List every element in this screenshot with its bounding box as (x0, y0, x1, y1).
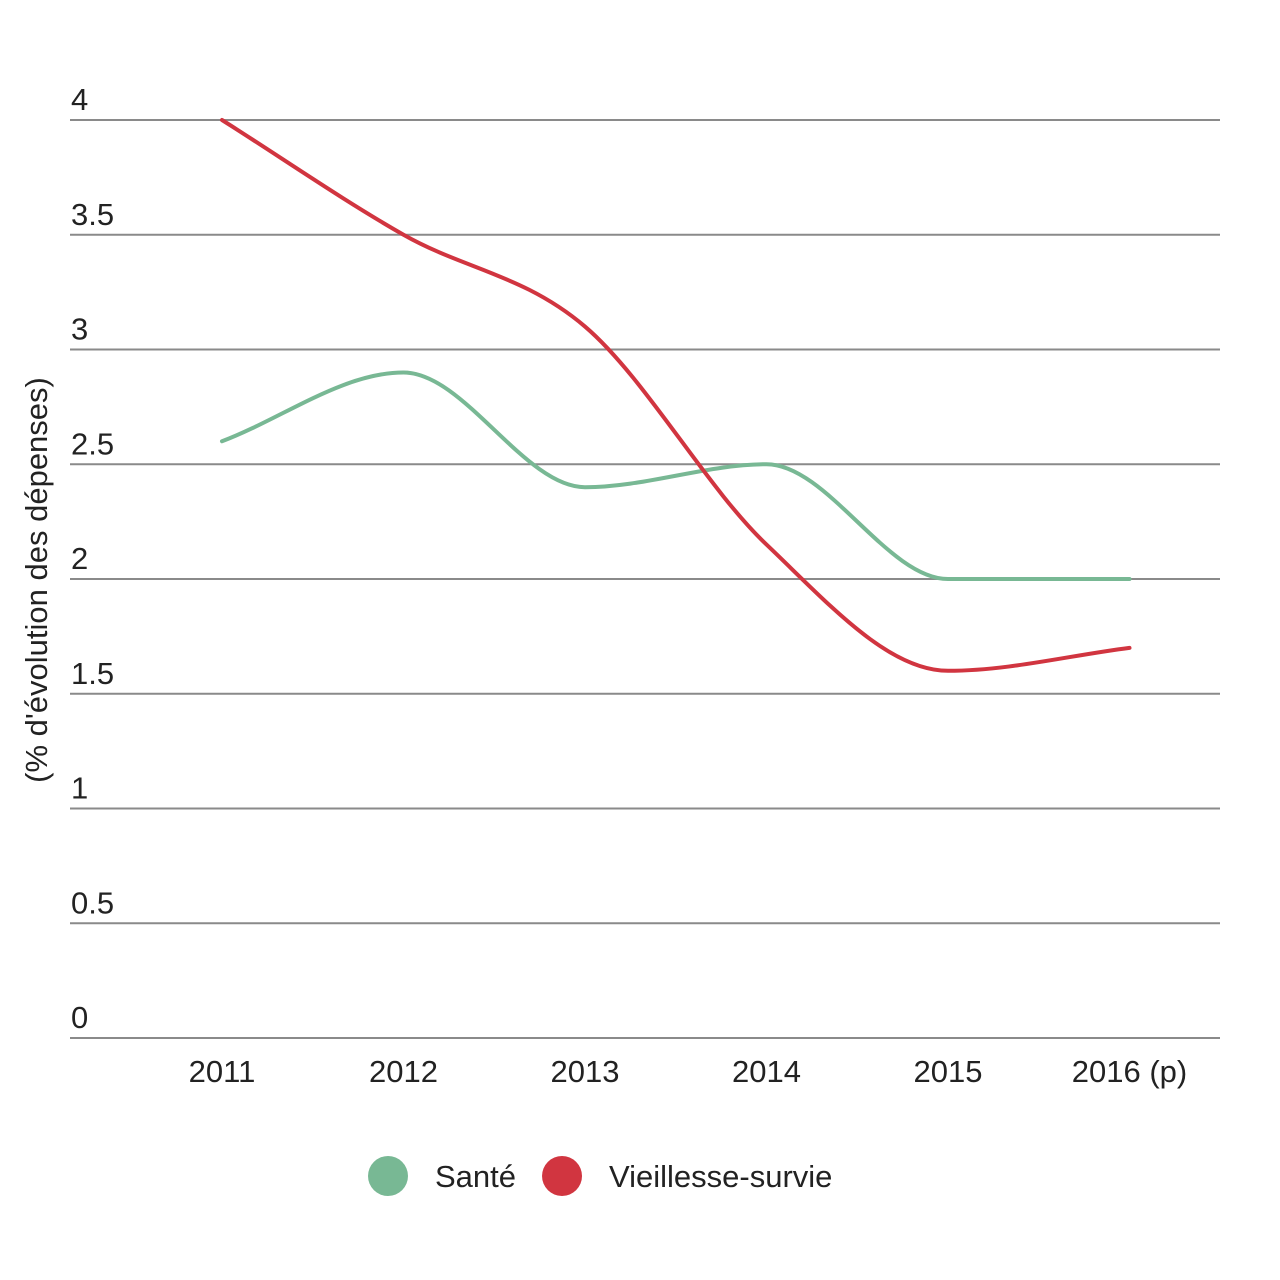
series-line-sant- (220, 370, 1132, 581)
y-tick-label: 4 (71, 82, 88, 117)
y-tick-label: 1 (71, 771, 88, 806)
y-tick-label: 2 (71, 541, 88, 576)
y-tick-label: 1.5 (71, 656, 114, 691)
legend-swatch-sant- (368, 1156, 408, 1196)
y-tick-label: 3.5 (71, 197, 114, 232)
y-tick-label: 3 (71, 312, 88, 347)
y-tick-labels: 0 0.5 1 1.5 2 2.5 3 3.5 4 (71, 82, 114, 1035)
legend-label-vieillesse-survie: Vieillesse-survie (609, 1159, 832, 1194)
x-tick-label: 2013 (551, 1054, 620, 1089)
x-tick-label: 2012 (369, 1054, 438, 1089)
legend: Santé Vieillesse-survie (368, 1156, 832, 1196)
grid-layer (70, 119, 1220, 1039)
x-tick-label: 2016 (p) (1072, 1054, 1187, 1089)
x-tick-label: 2011 (189, 1054, 256, 1089)
y-tick-label: 0 (71, 1000, 88, 1035)
legend-swatch-vieillesse-survie (542, 1156, 583, 1196)
series-layer (220, 118, 1132, 673)
series-line-vieillesse-survie (220, 118, 1132, 673)
x-tick-labels: 2011 2012 2013 2014 2015 2016 (p) (189, 1054, 1188, 1089)
x-tick-label: 2014 (732, 1054, 801, 1089)
y-tick-label: 2.5 (71, 426, 114, 461)
y-axis-title: (% d'évolution des dépenses) (19, 377, 54, 783)
x-tick-label: 2015 (914, 1054, 983, 1089)
legend-label-sant-: Santé (435, 1159, 516, 1194)
y-tick-label: 0.5 (71, 885, 114, 920)
